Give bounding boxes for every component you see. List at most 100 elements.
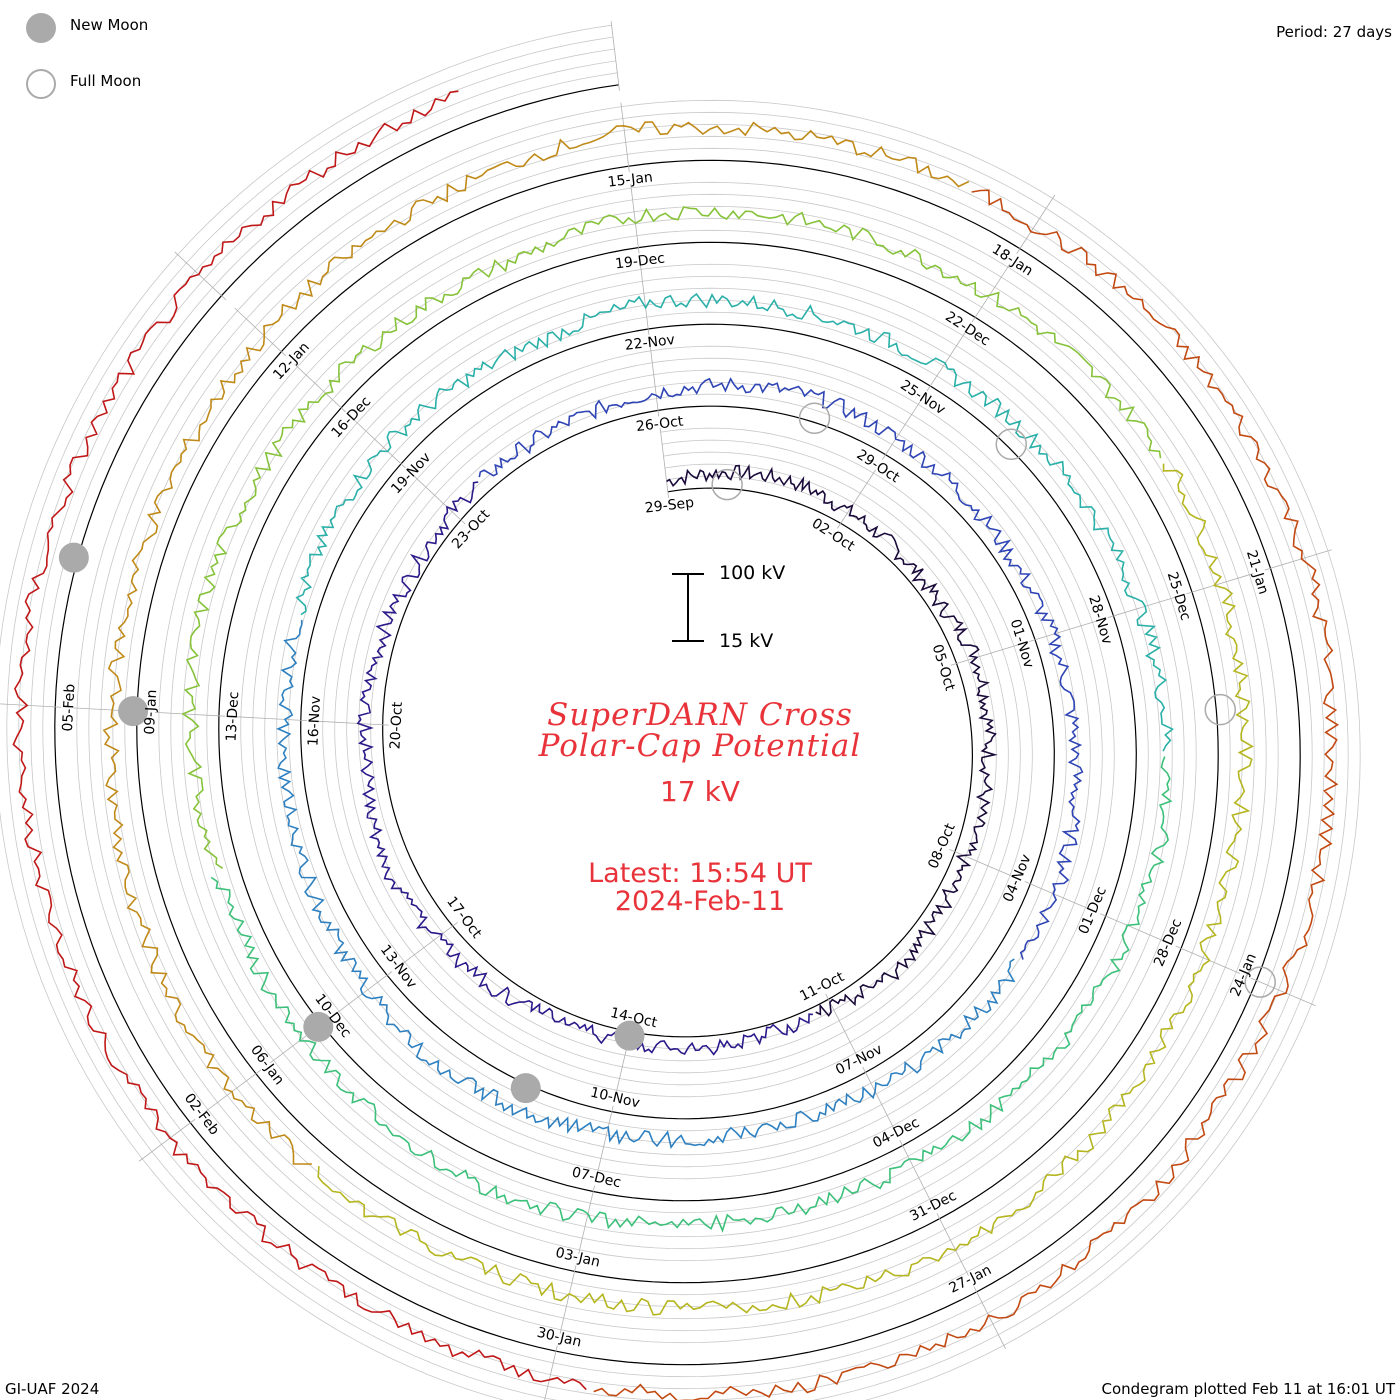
- date-label: 07-Dec: [570, 1164, 622, 1191]
- day-tick: [401, 922, 458, 965]
- date-label: 09-Jan: [142, 689, 160, 735]
- full-moon-marker: [1244, 966, 1276, 998]
- date-label: 25-Dec: [1164, 570, 1194, 622]
- day-tick: [825, 993, 858, 1057]
- day-tick: [354, 419, 406, 469]
- date-label: 28-Nov: [1085, 594, 1115, 647]
- day-tick: [881, 400, 921, 460]
- day-tick: [1175, 945, 1241, 974]
- spiral-grid-ring: [18, 48, 1337, 1400]
- date-label: 26-Oct: [635, 413, 685, 435]
- new-moon-marker: [614, 1020, 645, 1051]
- date-label: 30-Jan: [535, 1325, 583, 1351]
- potential-trace: [295, 292, 1174, 752]
- period-label: Period: 27 days: [1276, 23, 1392, 41]
- potential-trace: [317, 463, 1255, 1316]
- day-tick: [973, 1286, 1006, 1350]
- day-tick: [1100, 913, 1165, 942]
- day-tick: [578, 1185, 595, 1254]
- spiral-grid-ring: [30, 60, 1325, 1390]
- new-moon-label: New Moon: [70, 16, 149, 34]
- date-label: 21-Jan: [1243, 548, 1271, 596]
- day-tick: [236, 716, 307, 722]
- spiral-grid-ring: [42, 72, 1313, 1378]
- scale-bar: [672, 573, 704, 642]
- date-label: 29-Sep: [644, 495, 695, 517]
- day-tick: [640, 265, 650, 335]
- date-label: 13-Nov: [377, 942, 420, 992]
- date-label: 25-Nov: [897, 377, 948, 418]
- day-tick: [1016, 194, 1056, 254]
- day-tick: [1264, 549, 1332, 571]
- day-tick: [318, 720, 389, 726]
- date-label: 22-Dec: [942, 309, 993, 350]
- date-label: 02-Oct: [809, 515, 858, 555]
- potential-trace: [478, 377, 1084, 960]
- date-label: 16-Nov: [305, 696, 324, 747]
- day-tick: [138, 1118, 196, 1162]
- day-tick: [630, 183, 640, 254]
- full-moon-marker: [995, 428, 1028, 461]
- potential-trace: [593, 189, 1339, 1400]
- chart-title-line2: Polar-Cap Potential: [538, 728, 862, 764]
- day-tick: [899, 1140, 932, 1203]
- date-label: 10-Nov: [589, 1085, 642, 1112]
- new-moon-marker: [510, 1073, 541, 1104]
- date-label: 13-Dec: [224, 691, 243, 742]
- credit-label: GI-UAF 2024: [5, 1380, 100, 1398]
- potential-trace: [276, 619, 1016, 1150]
- full-moon-marker: [798, 402, 831, 434]
- date-label: 19-Nov: [388, 450, 434, 498]
- new-moon-marker: [58, 542, 89, 573]
- date-label: 05-Feb: [60, 683, 79, 732]
- potential-series: [12, 90, 1339, 1400]
- moon-markers: [58, 402, 1276, 1104]
- date-label: 01-Nov: [1007, 617, 1037, 670]
- date-label: 20-Oct: [387, 701, 406, 750]
- new-moon-icon: [26, 13, 56, 43]
- legend-full-moon: Full Moon: [26, 69, 141, 99]
- day-tick: [596, 1105, 614, 1175]
- potential-trace: [356, 481, 813, 1056]
- potential-trace: [102, 121, 970, 1165]
- day-tick: [837, 469, 876, 529]
- latest-time: Latest: 15:54 UT: [588, 858, 812, 889]
- day-tick: [1107, 596, 1175, 619]
- day-tick: [155, 711, 225, 717]
- day-tick: [234, 307, 286, 357]
- day-tick: [1250, 977, 1316, 1007]
- day-tick: [971, 263, 1011, 323]
- spiral-baseline: [54, 84, 1301, 1366]
- spiral-grid-ring: [0, 24, 1361, 1400]
- spiral-grid: [0, 21, 1361, 1400]
- full-moon-icon: [26, 69, 56, 99]
- potential-trace: [666, 463, 998, 1017]
- day-tick: [949, 848, 1014, 878]
- day-tick: [1186, 573, 1254, 595]
- full-moon-marker: [711, 468, 743, 501]
- day-tick: [659, 428, 669, 498]
- day-tick: [335, 971, 393, 1014]
- full-moon-label: Full Moon: [70, 72, 142, 90]
- spiral-grid-ring: [6, 36, 1349, 1400]
- scale-top-label: 100 kV: [719, 562, 786, 584]
- potential-trace: [181, 206, 1162, 869]
- day-tick: [620, 102, 630, 173]
- date-label: 27-Jan: [947, 1262, 995, 1297]
- day-tick: [936, 1213, 969, 1276]
- day-tick: [204, 1069, 261, 1113]
- date-label: 22-Nov: [624, 332, 676, 354]
- day-tick: [1024, 881, 1090, 910]
- plotted-label: Condegram plotted Feb 11 at 16:01 UT: [1101, 1380, 1395, 1398]
- day-tick: [649, 346, 660, 417]
- current-value: 17 kV: [660, 775, 740, 808]
- day-tick: [926, 332, 966, 392]
- date-label: 03-Jan: [554, 1245, 602, 1271]
- date-label: 06-Jan: [247, 1042, 287, 1088]
- day-tick: [294, 363, 346, 413]
- day-tick: [1029, 620, 1097, 642]
- day-tick: [559, 1265, 577, 1334]
- day-tick: [950, 644, 1018, 666]
- date-label: 05-Oct: [929, 643, 958, 694]
- date-label: 16-Dec: [328, 394, 374, 441]
